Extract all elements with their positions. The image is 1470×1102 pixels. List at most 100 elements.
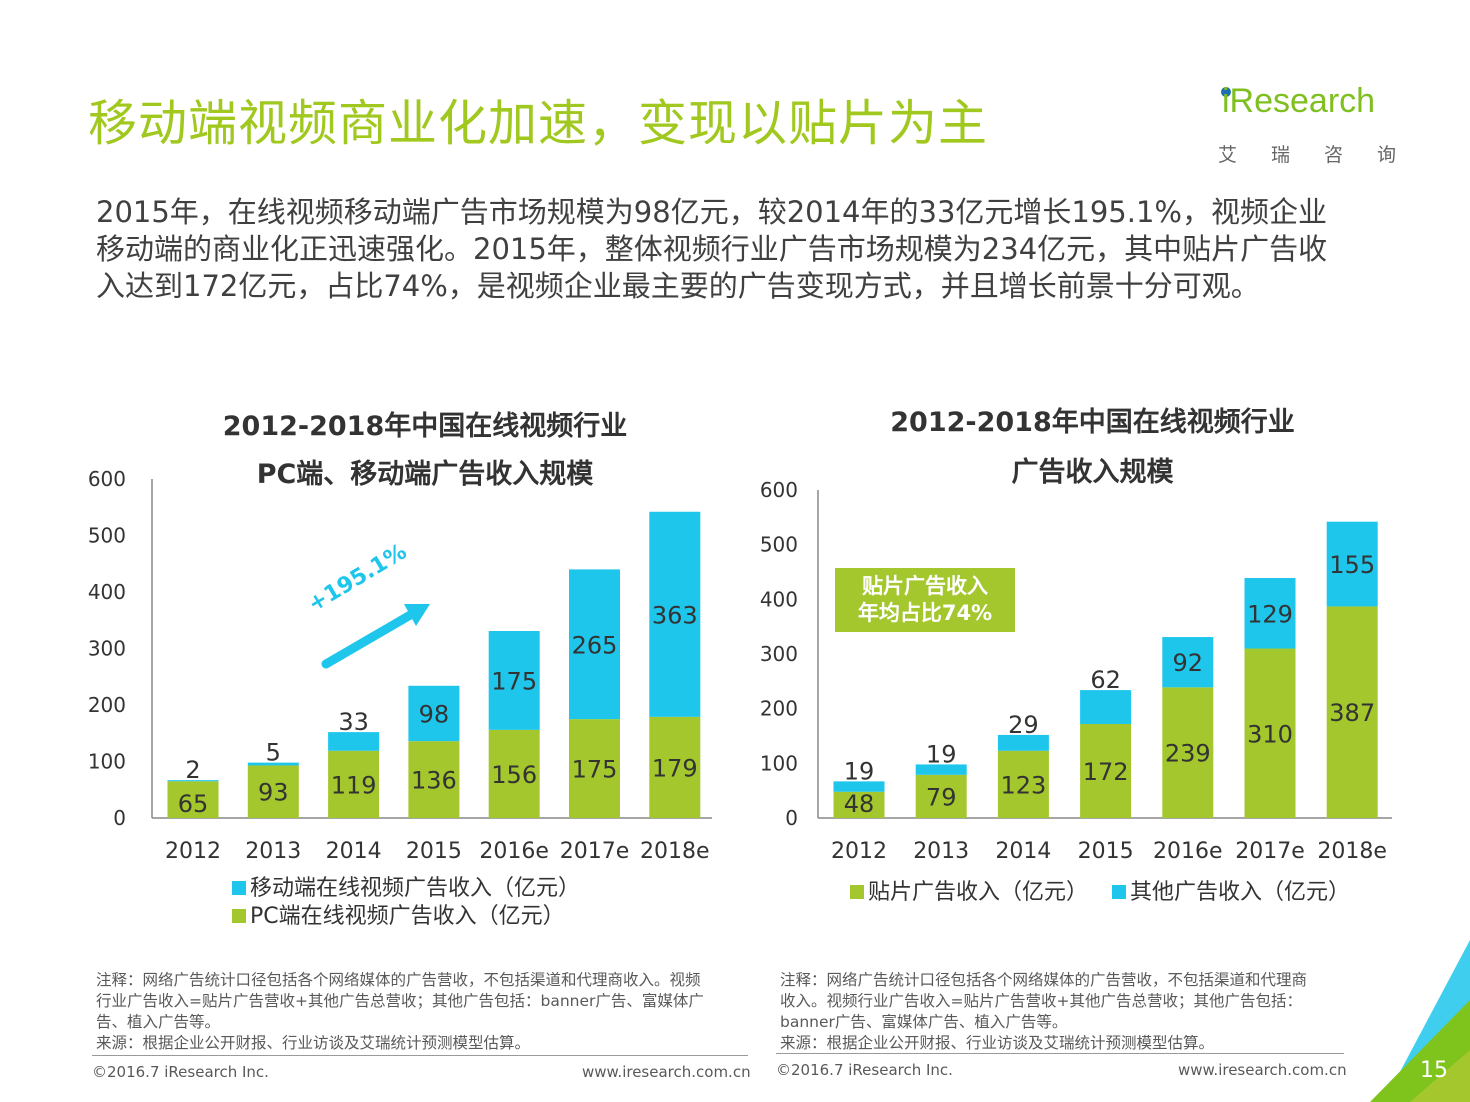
logo-wordmark: iResearch [1222, 82, 1376, 120]
logo-chinese: 艾瑞咨询 [1218, 144, 1431, 166]
x-tick-label: 2014 [995, 839, 1051, 864]
x-tick-label: 2018e [640, 839, 710, 864]
bar-segment [649, 716, 701, 818]
legend-label-other: 其他广告收入（亿元） [1130, 880, 1351, 905]
data-label: 5 [266, 739, 281, 767]
data-label: 155 [1329, 551, 1375, 579]
notes-right: 注释：网络广告统计口径包括各个网络媒体的广告营收，不包括渠道和代理商 收入。视频… [780, 970, 1380, 1054]
logo-swoosh-icon [1216, 80, 1384, 128]
growth-arrow-icon [321, 604, 430, 669]
data-label: 123 [1000, 771, 1046, 799]
callout-line1: 贴片广告收入 [862, 574, 988, 598]
intro-line: 入达到172亿元，占比74%，是视频企业最主要的广告变现方式，并且增长前景十分可… [96, 269, 1260, 303]
data-label: 33 [338, 708, 369, 736]
data-label: 129 [1247, 600, 1293, 628]
bar-segment [1162, 637, 1214, 688]
bar-segment [833, 781, 885, 792]
data-label: 2 [185, 756, 200, 784]
y-tick-label: 400 [760, 587, 798, 611]
legend-swatch-pc [232, 909, 246, 923]
x-tick-label: 2013 [245, 839, 301, 864]
data-label: 175 [491, 667, 537, 695]
page-number: 15 [1420, 1058, 1448, 1083]
data-label: 179 [652, 754, 698, 782]
y-tick-label: 400 [88, 580, 126, 604]
note-line: 注释：网络广告统计口径包括各个网络媒体的广告营收，不包括渠道和代理商收入。视频 [96, 971, 701, 989]
y-tick-label: 600 [760, 478, 798, 502]
legend-label-mobile: 移动端在线视频广告收入（亿元） [250, 876, 581, 901]
intro-line: 2015年，在线视频移动端广告市场规模为98亿元，较2014年的33亿元增长19… [96, 195, 1327, 229]
data-label: 93 [258, 779, 289, 807]
callout-line2: 年均占比74% [857, 601, 993, 625]
legend-label-preroll: 贴片广告收入（亿元） [868, 880, 1089, 905]
bar-segment [1326, 606, 1378, 818]
data-label: 19 [844, 757, 875, 785]
note-line: 收入。视频行业广告收入=贴片广告营收+其他广告总营收；其他广告包括： [780, 992, 1302, 1010]
y-tick-label: 100 [760, 751, 798, 775]
url-right: www.iresearch.com.cn [1178, 1061, 1347, 1079]
x-tick-label: 2018e [1317, 839, 1387, 864]
bar-segment [328, 750, 380, 818]
page-title: 移动端视频商业化加速，变现以贴片为主 [88, 95, 989, 152]
data-label: 239 [1165, 740, 1211, 768]
bar-segment [408, 741, 460, 818]
bar-segment [167, 780, 219, 782]
legend-swatch-preroll [850, 885, 864, 899]
chart2-legend-preroll: 贴片广告收入（亿元） [850, 874, 1088, 906]
bar-segment [569, 719, 620, 818]
chart2-title-line2: 广告收入规模 [1011, 457, 1174, 488]
data-label: 136 [411, 767, 457, 795]
data-label: 79 [926, 783, 957, 811]
chart1-title-line2: PC端、移动端广告收入规模 [256, 459, 594, 490]
note-line: 行业广告收入=贴片广告营收+其他广告总营收；其他广告包括：banner广告、富媒… [96, 992, 704, 1010]
note-line: 注释：网络广告统计口径包括各个网络媒体的广告营收，不包括渠道和代理商 [780, 971, 1308, 989]
bar-segment [915, 764, 967, 775]
y-tick-label: 200 [88, 693, 126, 717]
x-tick-label: 2015 [1078, 839, 1134, 864]
y-tick-label: 300 [88, 637, 126, 661]
legend-swatch-mobile [232, 881, 246, 895]
bar-segment [833, 791, 885, 818]
bar-segment [247, 765, 299, 818]
bar-segment [915, 774, 967, 818]
data-label: 310 [1247, 720, 1293, 748]
bar-segment [1326, 521, 1378, 607]
corner-decoration [1370, 940, 1470, 1102]
chart2-legend-other: 其他广告收入（亿元） [1112, 874, 1350, 906]
x-tick-label: 2016e [479, 839, 549, 864]
x-tick-label: 2015 [406, 839, 462, 864]
data-label: 48 [844, 790, 875, 818]
divider [92, 1055, 748, 1056]
chart2-title-line1: 2012-2018年中国在线视频行业 [890, 407, 1295, 438]
bar-segment [488, 630, 540, 730]
bar-segment [997, 750, 1049, 818]
chart1-title-line1: 2012-2018年中国在线视频行业 [222, 411, 628, 442]
data-label: 98 [419, 700, 450, 728]
legend-swatch-other [1112, 885, 1126, 899]
chart1-legend-pc: PC端在线视频广告收入（亿元） [232, 898, 565, 930]
note-line: banner广告、富媒体广告、植入广告等。 [780, 1013, 1068, 1031]
url-left: www.iresearch.com.cn [582, 1063, 751, 1081]
note-line: 来源：根据企业公开财报、行业访谈及艾瑞统计预测模型估算。 [96, 1034, 531, 1052]
copyright-left: ©2016.7 iResearch Inc. [92, 1063, 269, 1081]
bar-segment [1244, 578, 1296, 649]
chart1-legend-mobile: 移动端在线视频广告收入（亿元） [232, 870, 580, 902]
data-label: 92 [1173, 649, 1204, 677]
bar-segment [1162, 687, 1214, 818]
data-label: 175 [572, 756, 618, 784]
y-tick-label: 0 [785, 806, 798, 830]
x-tick-label: 2012 [831, 839, 887, 864]
y-tick-label: 300 [760, 642, 798, 666]
x-tick-label: 2016e [1153, 839, 1223, 864]
divider [776, 1053, 1344, 1054]
y-tick-label: 0 [113, 806, 126, 830]
bar-segment [569, 569, 620, 720]
data-label: 156 [491, 761, 537, 789]
bar-segment [167, 781, 219, 818]
data-label: 119 [331, 771, 377, 799]
bar-segment [997, 734, 1049, 751]
bar-segment [488, 729, 540, 818]
intro-line: 移动端的商业化正迅速强化。2015年，整体视频行业广告市场规模为234亿元，其中… [96, 232, 1328, 266]
notes-left: 注释：网络广告统计口径包括各个网络媒体的广告营收，不包括渠道和代理商收入。视频 … [96, 970, 746, 1054]
